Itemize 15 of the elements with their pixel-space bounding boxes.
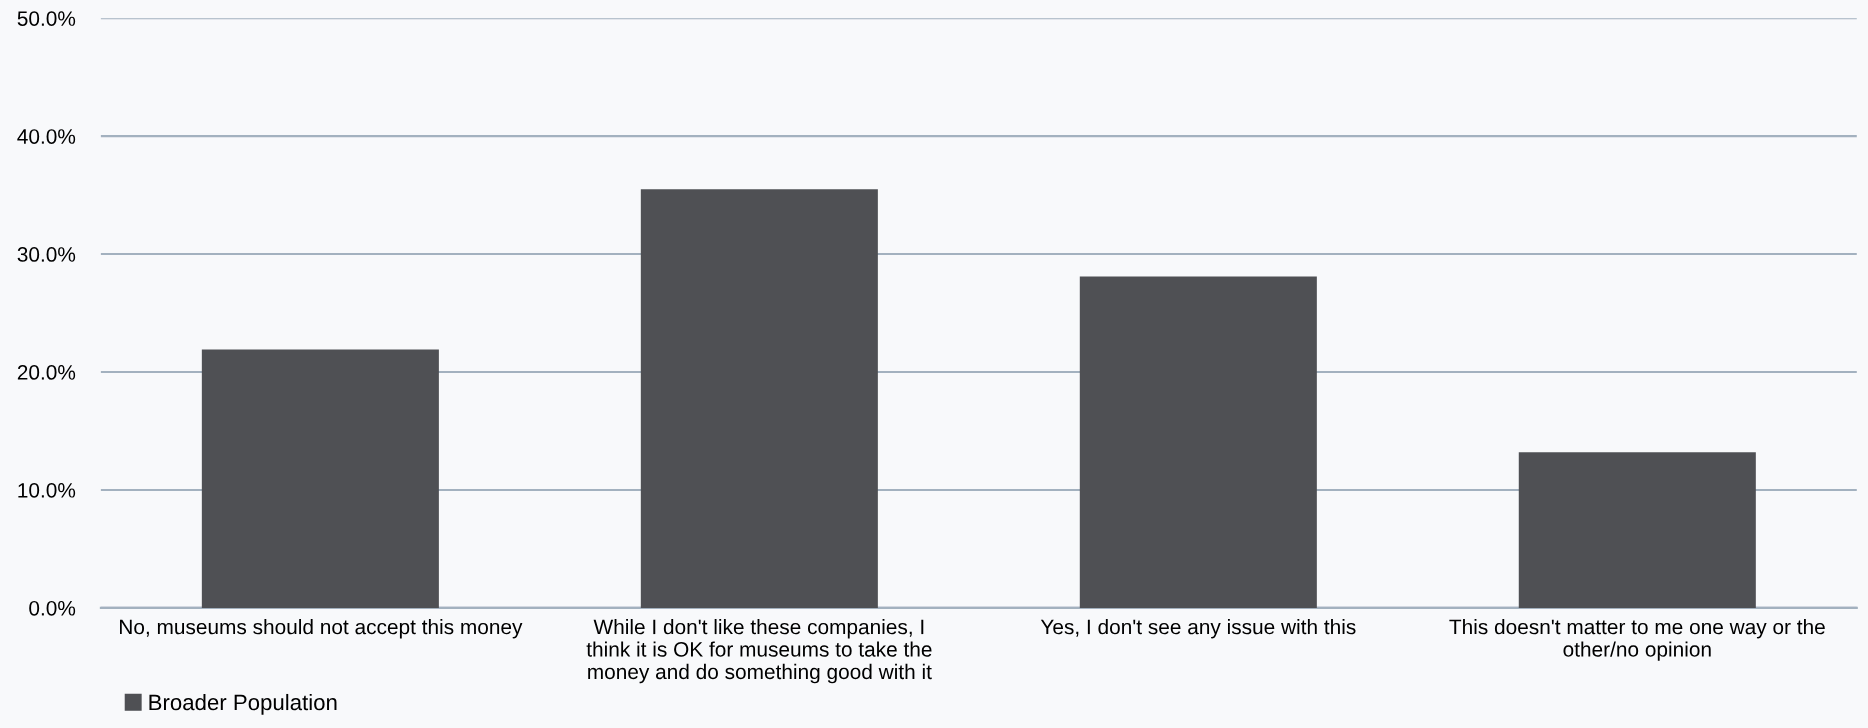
x-tick-label: This doesn't matter to me one way or the other/no opinion [1449,618,1825,661]
legend-label: Broader Population [149,693,337,715]
bar [1518,452,1756,608]
y-tick-label: 20.0% [17,365,76,380]
y-tick-label: 0.0% [29,600,76,616]
bar [201,349,439,608]
y-tick-label: 50.0% [17,11,76,26]
y-tick-label: 40.0% [17,129,76,144]
x-tick-label: Yes, I don't see any issue with this [1040,618,1356,639]
bar [1079,276,1317,608]
y-tick-label: 10.0% [18,482,76,498]
bar [640,189,878,608]
y-tick-label: 30.0% [17,247,76,262]
x-tick-label: While I don't like these companies, I think it is OK for museums to take the money and do something good with it [586,618,932,684]
x-tick-label: No, museums should not accept this money [120,618,523,639]
